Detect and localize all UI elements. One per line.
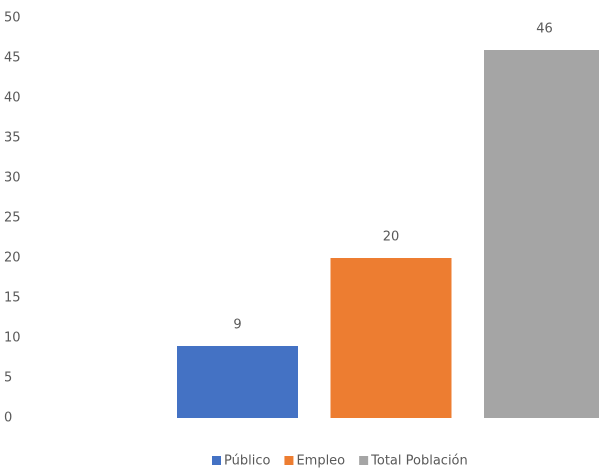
legend-label: Total Población — [370, 454, 468, 469]
data-label: 9 — [233, 318, 241, 333]
data-label: 20 — [383, 230, 400, 245]
y-tick-label: 35 — [4, 131, 21, 146]
y-tick-label: 40 — [4, 91, 21, 106]
legend-swatch — [284, 456, 294, 465]
legend-label: Empleo — [296, 454, 345, 469]
legend-label: Público — [224, 454, 270, 469]
y-tick-label: 25 — [4, 211, 21, 226]
y-tick-label: 50 — [4, 11, 21, 26]
y-tick-label: 45 — [4, 51, 21, 66]
legend-swatch — [212, 456, 221, 465]
bar — [330, 258, 452, 418]
bar — [484, 50, 599, 418]
y-tick-label: 30 — [4, 171, 21, 186]
y-tick-label: 10 — [4, 331, 21, 346]
data-label: 46 — [536, 22, 553, 37]
y-tick-label: 20 — [4, 251, 21, 266]
bar — [177, 346, 298, 418]
y-tick-label: 0 — [4, 411, 12, 426]
y-tick-label: 5 — [4, 371, 12, 386]
y-tick-label: 15 — [4, 291, 21, 306]
legend-swatch — [359, 456, 369, 465]
